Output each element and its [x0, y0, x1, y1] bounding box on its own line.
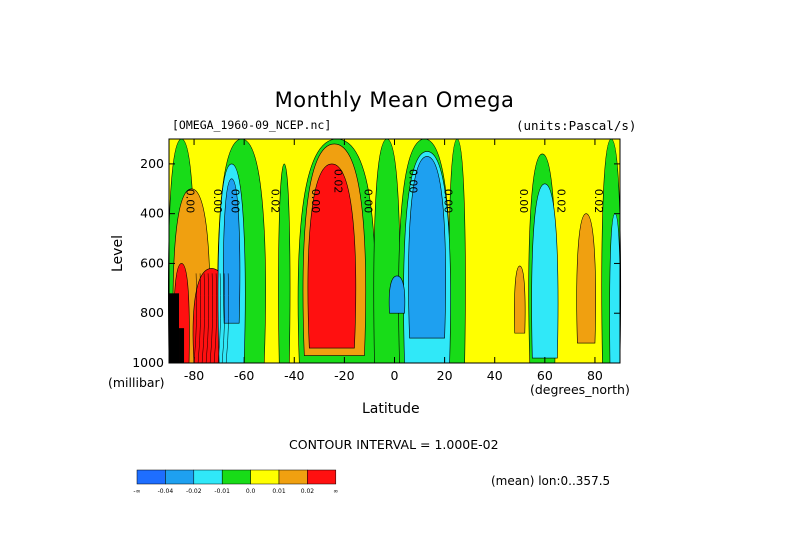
colorbar-swatch: [193, 469, 223, 485]
y-tick-label: 600: [140, 255, 164, 270]
contour-line: [205, 273, 209, 364]
colorbar-label: -0.04: [158, 488, 174, 495]
y-axis-units: (millibar): [108, 375, 165, 390]
contour-label: 0.00: [229, 189, 242, 214]
colorbar-swatch: [307, 469, 337, 485]
x-tick-label: 0: [391, 368, 399, 383]
contour-label: 0.00: [184, 189, 197, 214]
x-tick-label: 60: [537, 368, 553, 383]
contour-label: 0.02: [592, 189, 605, 214]
units-label: (units:Pascal/s): [516, 118, 637, 133]
colorbar-swatch: [221, 469, 251, 485]
region-green-22n: [448, 138, 466, 364]
y-tick-label: 200: [140, 156, 164, 171]
y-tick-label: 800: [140, 305, 164, 320]
contour-label: 0.00: [442, 189, 455, 214]
region-cyan-pole: [609, 213, 621, 364]
contour-line: [201, 273, 205, 364]
y-tick-label: 400: [140, 206, 164, 221]
colorbar: -∞ -0.04 -0.02 -0.01 0.0 0.01 0.02 ∞: [133, 469, 338, 495]
region-red-sh-subtrop: [307, 163, 357, 349]
contour-line: [221, 273, 226, 364]
colorbar-label: -0.02: [186, 488, 202, 495]
y-axis-label: Level: [110, 235, 126, 272]
x-tick-label: -20: [334, 368, 354, 383]
contour-line: [197, 273, 201, 364]
contour-line: [225, 273, 230, 364]
x-tick-label: -60: [234, 368, 254, 383]
region-blue-nh: [408, 156, 446, 339]
colorbar-swatch: [165, 469, 195, 485]
region-blue-eq: [388, 275, 406, 314]
y-tick-label: 1000: [132, 355, 164, 370]
missing-data-block: [169, 293, 180, 363]
missing-data-block-2: [179, 328, 185, 363]
colorbar-swatch: [278, 469, 308, 485]
contour-label: 0.00: [517, 189, 530, 214]
chart-title: Monthly Mean Omega: [274, 88, 515, 112]
colorbar-label: 0.02: [301, 488, 315, 495]
contour-label: 0.00: [361, 189, 374, 214]
colorbar-label: -∞: [133, 488, 140, 495]
colorbar-label: -0.01: [214, 488, 230, 495]
colorbar-swatch: [136, 469, 166, 485]
contour-interval: CONTOUR INTERVAL = 1.000E-02: [289, 437, 499, 452]
x-tick-label: -40: [284, 368, 304, 383]
region-cyan-60n: [531, 183, 559, 359]
contour-line: [209, 273, 214, 364]
colorbar-label: ∞: [333, 488, 338, 495]
footer-note: (mean) lon:0..357.5: [491, 474, 611, 488]
contour-label: 0.00: [407, 169, 420, 194]
colorbar-label: 0.01: [272, 488, 286, 495]
contour-line: [193, 273, 197, 364]
contour-label: 0.02: [269, 189, 282, 214]
contour-line: [217, 273, 222, 364]
colorbar-label: 0.0: [246, 488, 256, 495]
x-tick-label: -80: [184, 368, 204, 383]
contour-label: 0.00: [211, 189, 224, 214]
colorbar-swatch: [250, 469, 280, 485]
region-green-45s: [278, 163, 291, 364]
x-axis-units: (degrees_north): [530, 382, 630, 397]
region-green-equator: [373, 138, 401, 364]
x-tick-label: 40: [487, 368, 503, 383]
region-orange-50n: [514, 265, 526, 334]
contour-line: [213, 273, 218, 364]
region-blue-sh: [223, 178, 241, 324]
x-tick-label: 80: [587, 368, 603, 383]
x-tick-label: 20: [437, 368, 453, 383]
dataset-label: [OMEGA_1960-09_NCEP.nc]: [172, 118, 332, 132]
contour-label: 0.02: [331, 169, 344, 194]
contour-label: 0.02: [554, 189, 567, 214]
x-axis-label: Latitude: [362, 401, 420, 417]
region-orange-76n: [576, 213, 596, 344]
contour-label: 0.00: [309, 189, 322, 214]
